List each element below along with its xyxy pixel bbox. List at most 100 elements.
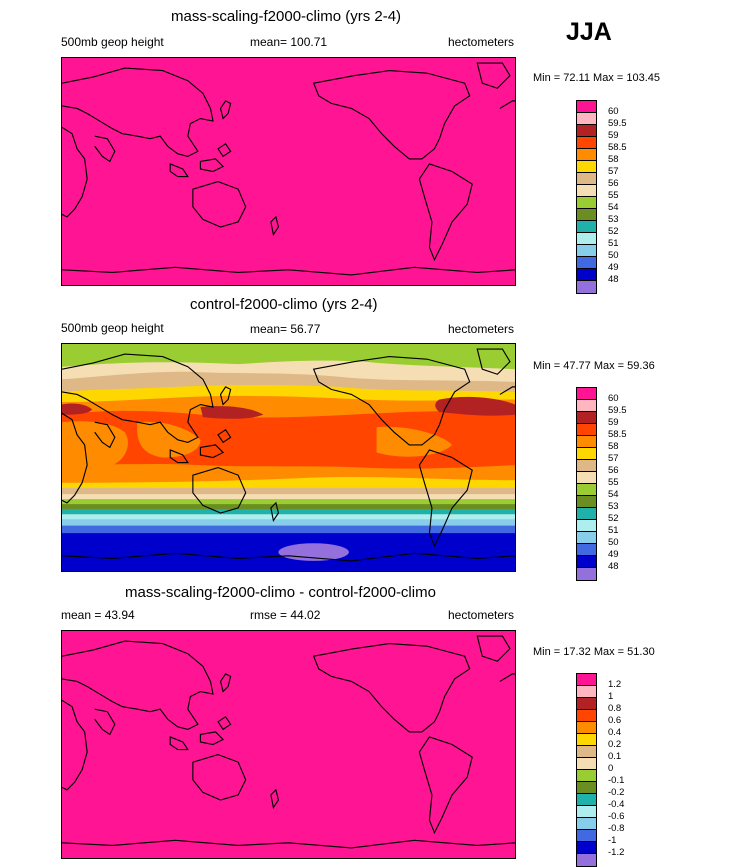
panel3-swatch-8 <box>577 770 596 782</box>
panel2-level-label: 50 <box>608 537 619 548</box>
panel3-swatch-10 <box>577 794 596 806</box>
panel3-level-label: -1 <box>608 835 617 846</box>
panel1-level-label: 51 <box>608 238 619 249</box>
panel2-swatch-0 <box>577 388 596 400</box>
panel3-level-label: 0.8 <box>608 703 622 714</box>
panel2-colorbar <box>576 387 597 581</box>
panel1-colorbar <box>576 100 597 294</box>
panel2-minmax-label: Min = 47.77 Max = 59.36 <box>533 360 655 372</box>
panel2-swatch-13 <box>577 544 596 556</box>
panel1-level-label: 48 <box>608 274 619 285</box>
panel2-swatch-2 <box>577 412 596 424</box>
panel3-colorbar <box>576 673 597 867</box>
panel1-level-label: 49 <box>608 262 619 273</box>
panel1-level-label: 59 <box>608 130 619 141</box>
panel1-swatch-9 <box>577 209 596 221</box>
panel3-level-label: 0.4 <box>608 727 622 738</box>
panel1-swatch-14 <box>577 269 596 281</box>
panel1-swatch-13 <box>577 257 596 269</box>
panel1-swatch-8 <box>577 197 596 209</box>
panel1-units-label: hectometers <box>448 35 515 49</box>
panel2-level-label: 59 <box>608 417 619 428</box>
panel2-level-label: 52 <box>608 513 619 524</box>
panel1-minmax-label: Min = 72.11 Max = 103.45 <box>533 72 660 84</box>
panel1-level-label: 58 <box>608 154 619 165</box>
panel2-level-label: 56 <box>608 465 619 476</box>
panel3-map <box>61 630 516 859</box>
panel2-units-label: hectometers <box>448 322 515 336</box>
panel3-swatch-13 <box>577 830 596 842</box>
panel3-level-label: -0.6 <box>608 811 625 822</box>
panel1-swatch-7 <box>577 185 596 197</box>
panel3-mean-label: mean = 43.94 <box>61 608 135 622</box>
panel2-swatch-5 <box>577 448 596 460</box>
panel3-swatch-7 <box>577 758 596 770</box>
panel3-swatch-14 <box>577 842 596 854</box>
panel3-title: mass-scaling-f2000-climo - control-f2000… <box>125 584 436 601</box>
panel2-level-label: 59.5 <box>608 405 627 416</box>
panel2-level-label: 48 <box>608 561 619 572</box>
panel3-level-label: -0.8 <box>608 823 625 834</box>
panel3-minmax-label: Min = 17.32 Max = 51.30 <box>533 646 655 658</box>
panel2-level-label: 55 <box>608 477 619 488</box>
panel3-level-label: -0.2 <box>608 787 625 798</box>
panel3-level-label: 0.1 <box>608 751 622 762</box>
panel1-coastlines <box>62 62 515 276</box>
panel1-swatch-6 <box>577 173 596 185</box>
panel2-swatch-4 <box>577 436 596 448</box>
panel1-level-label: 50 <box>608 250 619 261</box>
panel3-swatch-5 <box>577 734 596 746</box>
panel1-level-label: 57 <box>608 166 619 177</box>
panel2-level-label: 58.5 <box>608 429 627 440</box>
panel1-title: mass-scaling-f2000-climo (yrs 2-4) <box>171 8 402 25</box>
panel1-swatch-11 <box>577 233 596 245</box>
panel2-level-label: 58 <box>608 441 619 452</box>
panel3-level-label: 0.2 <box>608 739 622 750</box>
panel1-map <box>61 57 516 286</box>
panel2-level-label: 51 <box>608 525 619 536</box>
panel2-map <box>61 343 516 572</box>
panel1-level-label: 52 <box>608 226 619 237</box>
panel1-level-label: 58.5 <box>608 142 627 153</box>
panel2-title: control-f2000-climo (yrs 2-4) <box>190 296 378 313</box>
panel2-level-label: 53 <box>608 501 619 512</box>
panel2-level-label: 60 <box>608 393 619 404</box>
panel1-swatch-15 <box>577 281 596 293</box>
panel3-units-label: hectometers <box>448 608 515 622</box>
panel2-mean-label: mean= 56.77 <box>250 322 321 336</box>
panel2-swatch-1 <box>577 400 596 412</box>
panel2-swatch-12 <box>577 532 596 544</box>
panel3-level-label: 0 <box>608 763 614 774</box>
panel1-level-label: 53 <box>608 214 619 225</box>
panel3-coastlines <box>62 635 515 849</box>
panel1-variable-label: 500mb geop height <box>61 35 164 49</box>
panel1-swatch-0 <box>577 101 596 113</box>
panel1-swatch-5 <box>577 161 596 173</box>
panel2-level-label: 57 <box>608 453 619 464</box>
panel1-level-label: 55 <box>608 190 619 201</box>
panel2-swatch-7 <box>577 472 596 484</box>
panel1-swatch-2 <box>577 125 596 137</box>
panel2-swatch-10 <box>577 508 596 520</box>
panel2-swatch-15 <box>577 568 596 580</box>
panel2-variable-label: 500mb geop height <box>61 321 164 335</box>
panel1-swatch-10 <box>577 221 596 233</box>
panel1-mean-label: mean= 100.71 <box>250 35 328 49</box>
panel3-swatch-0 <box>577 674 596 686</box>
panel1-swatch-3 <box>577 137 596 149</box>
panel2-swatch-3 <box>577 424 596 436</box>
panel2-swatch-8 <box>577 484 596 496</box>
panel3-swatch-11 <box>577 806 596 818</box>
panel3-swatch-6 <box>577 746 596 758</box>
panel2-swatch-9 <box>577 496 596 508</box>
panel3-swatch-15 <box>577 854 596 866</box>
panel1-level-label: 54 <box>608 202 619 213</box>
panel2-swatch-6 <box>577 460 596 472</box>
panel3-swatch-4 <box>577 722 596 734</box>
panel3-level-label: -1.2 <box>608 847 625 858</box>
panel3-level-label: 1 <box>608 691 614 702</box>
panel1-swatch-12 <box>577 245 596 257</box>
panel3-level-label: -0.4 <box>608 799 625 810</box>
panel2-swatch-14 <box>577 556 596 568</box>
panel1-level-label: 60 <box>608 106 619 117</box>
